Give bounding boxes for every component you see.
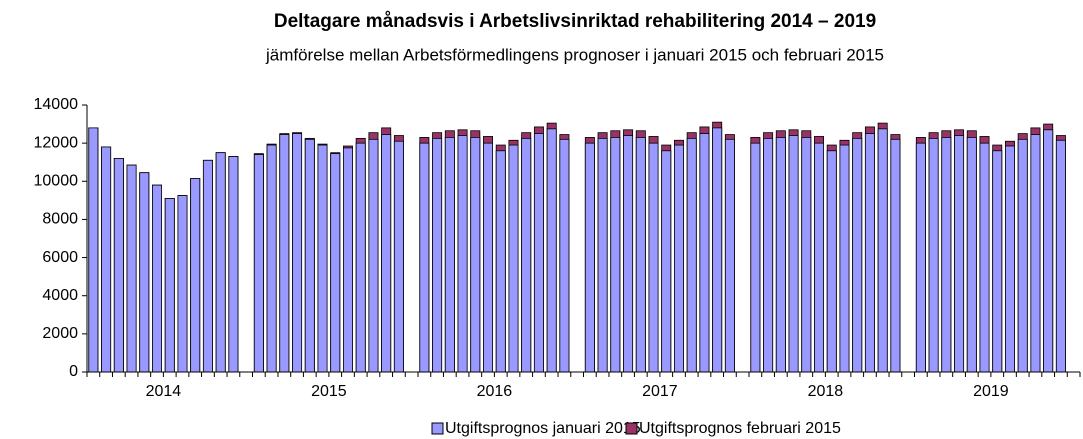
bar (1030, 134, 1041, 373)
bar (966, 137, 977, 373)
bar (775, 137, 786, 373)
legend-label: Utgiftsprognos januari 2015 (445, 420, 641, 437)
bar (202, 159, 213, 373)
bar (763, 137, 774, 373)
bar (673, 144, 684, 373)
bar (317, 144, 328, 373)
bar (712, 127, 723, 373)
bar (113, 157, 124, 373)
bar (750, 142, 761, 373)
bar (521, 137, 532, 373)
x-group-label: 2015 (311, 383, 347, 400)
y-tick-label: 8000 (42, 211, 78, 228)
bar (292, 133, 303, 373)
y-tick-label: 12000 (34, 134, 79, 151)
bar (559, 138, 570, 373)
bar (788, 135, 799, 373)
bar (368, 138, 379, 373)
bar (546, 128, 557, 373)
bar (699, 133, 710, 373)
bar (1043, 129, 1054, 373)
bar (88, 127, 99, 373)
x-group-label: 2014 (146, 383, 182, 400)
bar (979, 142, 990, 373)
bar (584, 142, 595, 373)
chart-title: Deltagare månadsvis i Arbetslivsinriktad… (274, 11, 876, 32)
legend-swatch (431, 422, 444, 435)
bar (508, 144, 519, 373)
bar (533, 133, 544, 373)
bar (852, 137, 863, 373)
bar (253, 154, 264, 373)
bar (152, 184, 163, 373)
bar (444, 137, 455, 373)
bar (483, 142, 494, 373)
bar (190, 178, 201, 373)
bar (279, 134, 290, 373)
bar (1004, 145, 1015, 373)
bar (890, 138, 901, 373)
bar (164, 198, 175, 373)
bar (432, 137, 443, 373)
bar (877, 128, 888, 373)
bar (355, 142, 366, 373)
bar (954, 135, 965, 373)
bar (928, 137, 939, 373)
bar (686, 137, 697, 373)
bar (826, 150, 837, 373)
y-tick-label: 0 (69, 363, 78, 380)
bar (610, 137, 621, 373)
y-tick-label: 6000 (42, 249, 78, 266)
x-group-label: 2018 (808, 383, 844, 400)
bar (381, 134, 392, 373)
x-group-label: 2017 (642, 383, 678, 400)
bar (864, 133, 875, 373)
bar (393, 140, 404, 373)
x-group-label: 2016 (477, 383, 513, 400)
bar (101, 146, 112, 373)
bar (1017, 138, 1028, 373)
bar (814, 142, 825, 373)
bar (839, 144, 850, 373)
bar (330, 153, 341, 373)
bar (915, 142, 926, 373)
bar (941, 137, 952, 373)
bar (1055, 139, 1066, 373)
bar (597, 137, 608, 373)
bar (215, 152, 226, 373)
bar (419, 142, 430, 373)
legend-label: Utgiftsprognos februari 2015 (639, 420, 841, 437)
y-tick-label: 4000 (42, 287, 78, 304)
bar (139, 172, 150, 373)
y-tick-label: 10000 (34, 173, 79, 190)
bar (470, 137, 481, 373)
bar (457, 135, 468, 373)
bar (801, 137, 812, 373)
y-tick-label: 14000 (34, 96, 79, 113)
bar (266, 144, 277, 373)
bar (177, 195, 188, 373)
bar (724, 138, 735, 373)
bar (635, 137, 646, 373)
bar (648, 142, 659, 373)
bar (992, 150, 1003, 373)
bar (342, 147, 353, 373)
bar (304, 138, 315, 373)
y-tick-label: 2000 (42, 325, 78, 342)
x-group-label: 2019 (973, 383, 1009, 400)
legend-swatch (625, 422, 638, 435)
bar (228, 156, 239, 373)
bar (126, 164, 137, 373)
bar (623, 135, 634, 373)
chart-subtitle: jämförelse mellan Arbetsförmedlingens pr… (265, 45, 884, 64)
bar (661, 150, 672, 373)
bar (495, 150, 506, 373)
